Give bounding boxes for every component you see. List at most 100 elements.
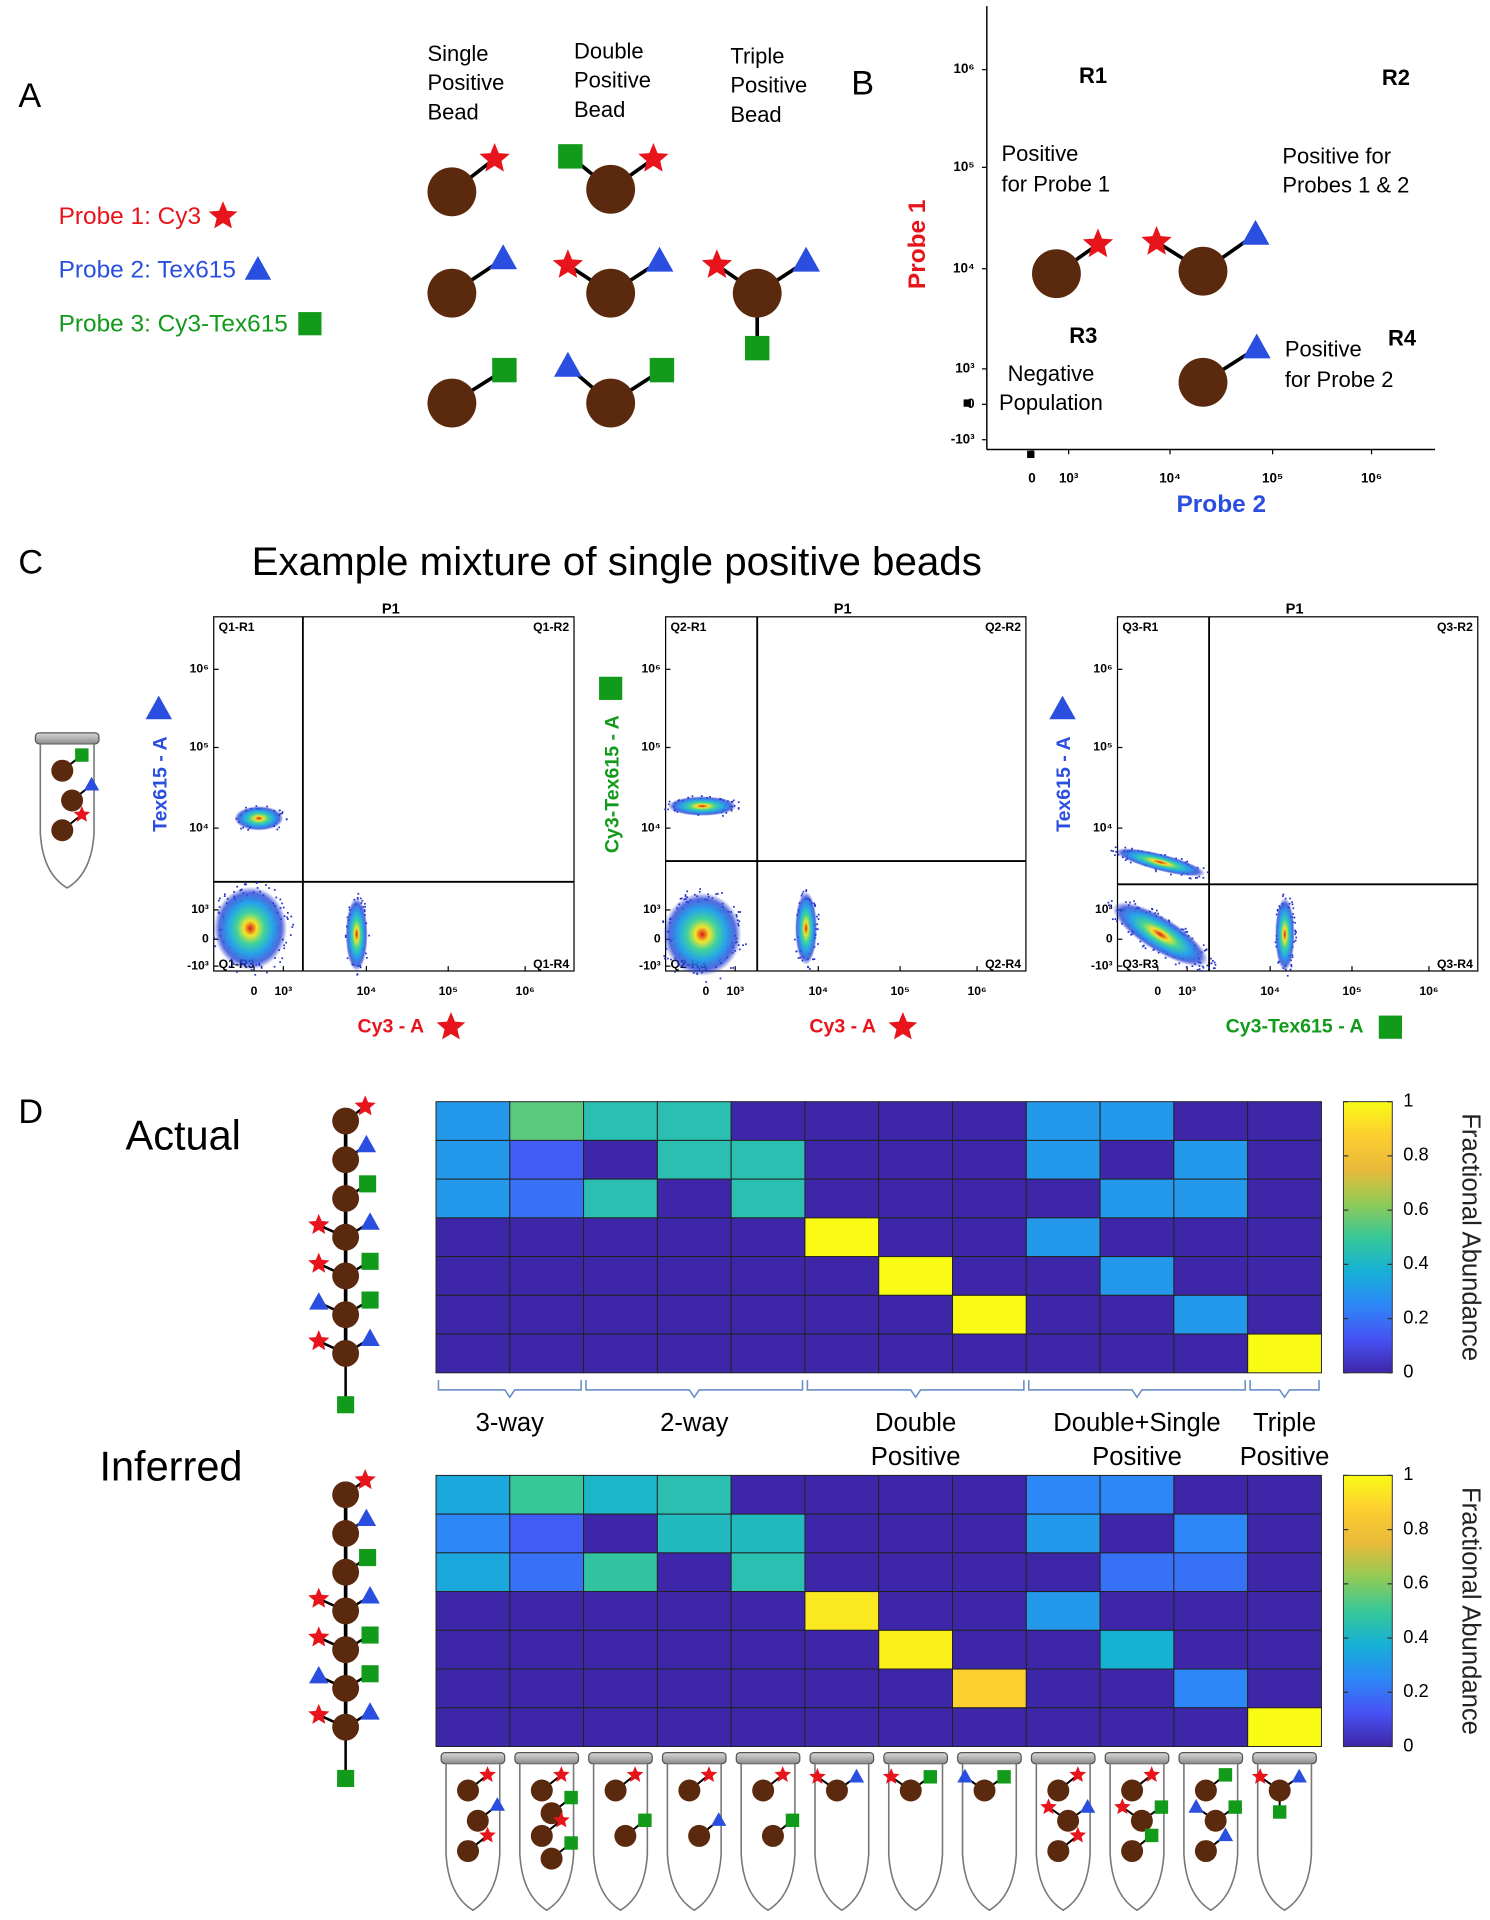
event-dot bbox=[1212, 960, 1214, 962]
heatmap-cell bbox=[1173, 1333, 1249, 1374]
panel-title: Example mixture of single positive beads bbox=[252, 539, 982, 584]
heatmap-cell bbox=[1247, 1552, 1322, 1593]
plot-title: P1 bbox=[1286, 601, 1304, 617]
square-icon bbox=[75, 748, 89, 762]
event-dot bbox=[699, 888, 702, 890]
heatmap-cell bbox=[1025, 1707, 1101, 1748]
square-icon bbox=[649, 357, 675, 383]
square-icon bbox=[1154, 1800, 1169, 1814]
bead bbox=[51, 759, 74, 782]
heatmap-cell bbox=[952, 1256, 1027, 1296]
event-dot bbox=[1202, 876, 1205, 879]
event-dot bbox=[684, 894, 687, 896]
tube bbox=[887, 1762, 944, 1912]
event-dot bbox=[278, 826, 281, 829]
heatmap-cell bbox=[1025, 1552, 1101, 1593]
group-bracket bbox=[437, 1380, 582, 1399]
x-tick-label: 10⁴ bbox=[1260, 984, 1280, 998]
y-tick-label: 10⁶ bbox=[642, 662, 661, 676]
square-icon bbox=[361, 1665, 379, 1683]
heatmap-cell bbox=[952, 1668, 1027, 1709]
event-dot bbox=[722, 815, 724, 817]
event-dot bbox=[737, 801, 740, 804]
bead bbox=[1268, 1779, 1291, 1802]
heatmap-cell bbox=[1099, 1513, 1175, 1554]
heatmap-cell bbox=[878, 1101, 954, 1141]
event-dot bbox=[795, 950, 798, 953]
bead bbox=[332, 1481, 360, 1509]
heatmap-cell bbox=[583, 1591, 658, 1631]
x-axis-label: Cy3-Tex615 - A bbox=[1226, 1015, 1364, 1037]
event-dot bbox=[1130, 933, 1132, 936]
tube bbox=[1256, 1762, 1313, 1912]
event-dot bbox=[250, 969, 253, 971]
event-dot bbox=[1124, 859, 1127, 862]
event-cloud bbox=[668, 796, 737, 816]
x-axis-label: Cy3 - A bbox=[358, 1015, 425, 1037]
colorbar-tick-label: 0.6 bbox=[1403, 1198, 1428, 1219]
event-dot bbox=[346, 957, 349, 960]
heatmap-cell bbox=[435, 1139, 511, 1180]
square-icon bbox=[1272, 1805, 1287, 1819]
event-cloud bbox=[1115, 848, 1206, 877]
bead bbox=[752, 1779, 775, 1802]
event-dot bbox=[213, 936, 215, 939]
heatmap-cell bbox=[952, 1474, 1027, 1515]
triangle-icon bbox=[145, 695, 172, 720]
triangle-icon bbox=[711, 1812, 727, 1826]
bead bbox=[586, 164, 636, 214]
event-dot bbox=[1277, 961, 1280, 964]
tube-cap bbox=[440, 1752, 506, 1765]
heatmap-cell bbox=[878, 1668, 954, 1709]
event-dot bbox=[240, 827, 242, 830]
event-dot bbox=[247, 829, 250, 831]
group-label: Positive bbox=[1092, 1443, 1182, 1471]
star-icon bbox=[308, 1703, 330, 1724]
heatmap-cell bbox=[1025, 1217, 1101, 1258]
heatmap-cell bbox=[804, 1256, 880, 1296]
event-dot bbox=[279, 809, 281, 812]
triangle-icon bbox=[1188, 1799, 1204, 1813]
event-dot bbox=[680, 897, 683, 900]
event-dot bbox=[739, 911, 742, 913]
event-dot bbox=[1114, 918, 1117, 920]
event-dot bbox=[667, 957, 669, 960]
x-tick-label: 10⁴ bbox=[1159, 470, 1181, 485]
heatmap-cell bbox=[656, 1591, 732, 1631]
event-dot bbox=[686, 890, 689, 893]
heatmap-cell bbox=[583, 1552, 658, 1593]
heatmap-cell bbox=[583, 1629, 658, 1670]
star-icon bbox=[479, 1826, 496, 1843]
event-dot bbox=[228, 965, 231, 968]
region-name: R4 bbox=[1388, 325, 1417, 350]
heatmap-cell bbox=[952, 1591, 1027, 1631]
heatmap-cell bbox=[952, 1552, 1027, 1593]
event-dot bbox=[1143, 944, 1145, 947]
star-icon bbox=[1141, 225, 1172, 255]
event-dot bbox=[1202, 867, 1205, 870]
heatmap-cell bbox=[1247, 1474, 1322, 1515]
heatmap-cell bbox=[656, 1629, 732, 1670]
event-dot bbox=[1164, 956, 1167, 959]
quadrant-label: Q3-R1 bbox=[1122, 620, 1158, 634]
star-icon bbox=[552, 249, 584, 278]
event-dot bbox=[1289, 897, 1291, 900]
bead bbox=[530, 1779, 553, 1802]
bead bbox=[466, 1809, 489, 1832]
quadrant-label: Q2-R2 bbox=[985, 620, 1021, 634]
heatmap-cell bbox=[583, 1513, 658, 1554]
heatmap-cell bbox=[804, 1333, 880, 1374]
event-dot bbox=[1124, 846, 1127, 849]
event-dot bbox=[700, 795, 703, 797]
event-dot bbox=[1186, 930, 1189, 933]
heatmap-cell bbox=[730, 1629, 806, 1670]
heatmap-cell bbox=[583, 1217, 658, 1258]
heatmap-cell bbox=[583, 1707, 658, 1748]
event-cloud bbox=[663, 892, 742, 976]
heatmap-cell bbox=[878, 1256, 954, 1296]
bead bbox=[1121, 1779, 1144, 1802]
heatmap-cell bbox=[656, 1217, 732, 1258]
event-dot bbox=[1294, 929, 1296, 932]
heatmap-cell bbox=[878, 1474, 954, 1515]
